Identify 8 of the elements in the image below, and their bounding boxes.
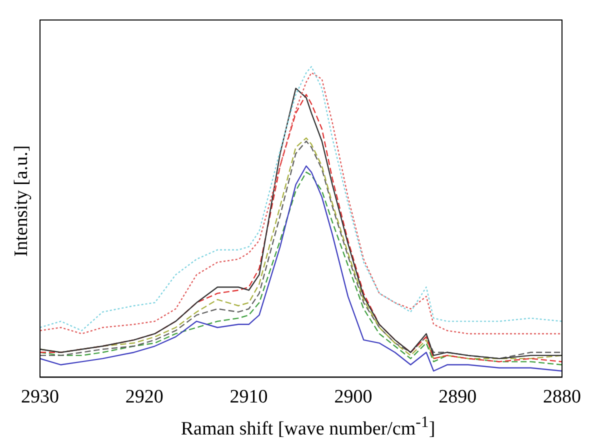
x-axis-title: Raman shift [wave number/cm$^{-1}$] (180, 414, 436, 440)
x-tick-label: 2930 (21, 386, 59, 408)
x-tick-label: 2910 (230, 386, 268, 408)
x-tick-label: 2890 (438, 386, 477, 408)
x-tick-label: 2900 (334, 386, 372, 408)
x-tick-label: 2920 (125, 386, 164, 408)
x-tick-label: 2880 (543, 386, 581, 408)
y-axis-title: Intensity [a.u.] (11, 145, 33, 257)
